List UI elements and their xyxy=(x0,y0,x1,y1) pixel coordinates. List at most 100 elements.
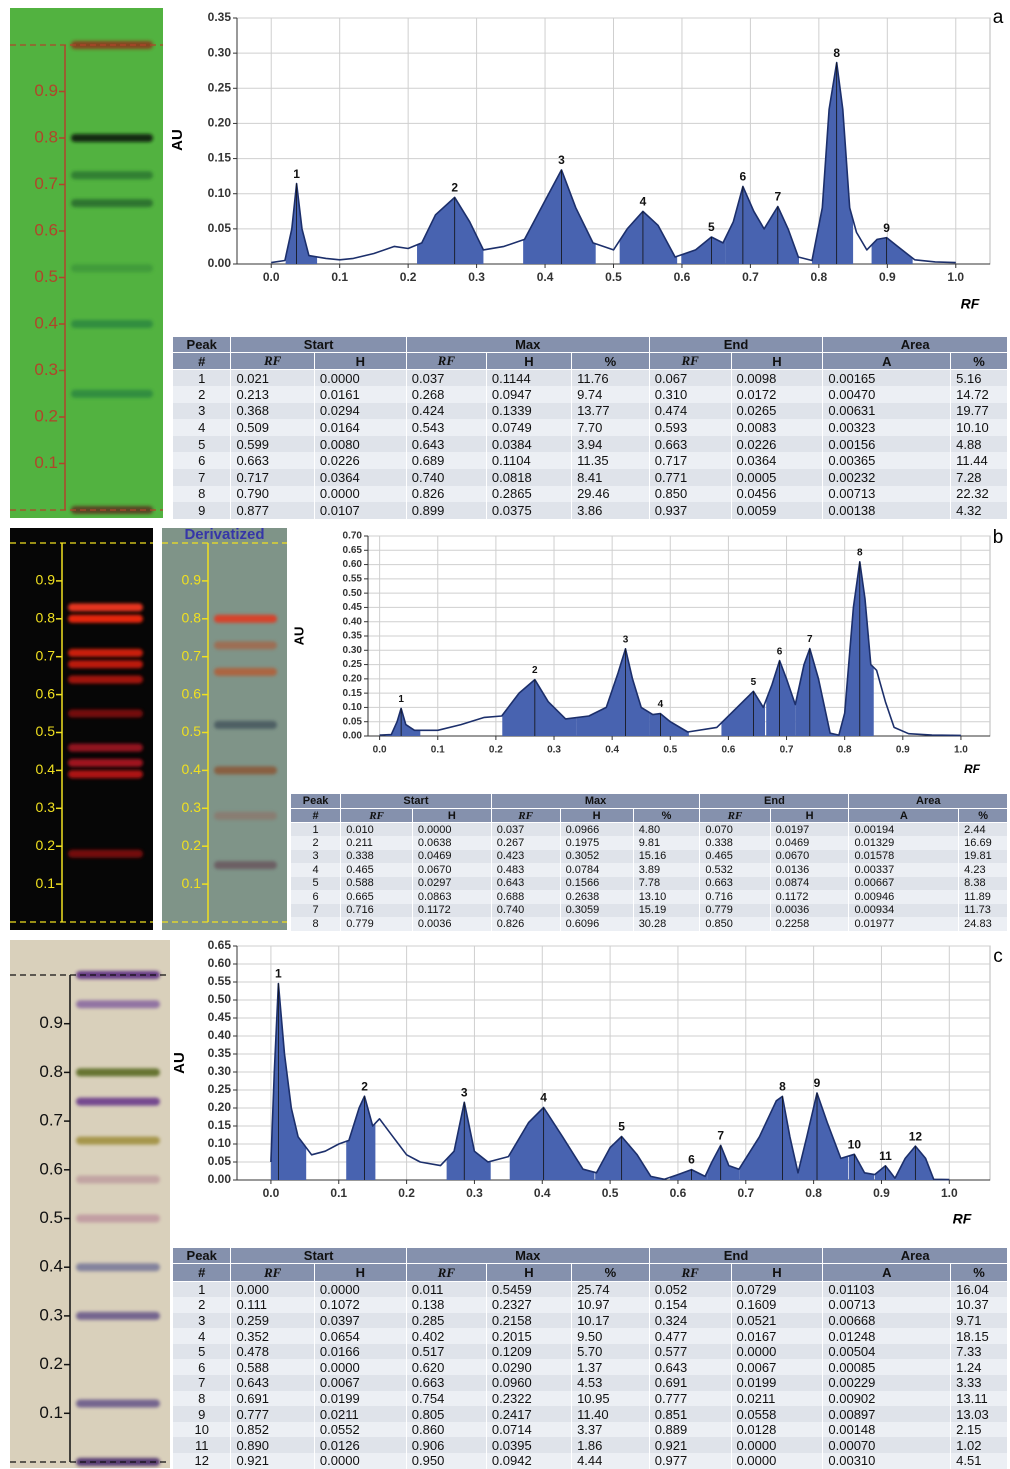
plate xyxy=(10,8,163,518)
table-cell: 0.826 xyxy=(491,917,560,931)
table-cell: 7.33 xyxy=(951,1344,1008,1360)
plate-tick-label: 0.5 xyxy=(182,723,202,739)
table-cell: 4 xyxy=(291,863,341,877)
table-cell: 22.32 xyxy=(951,486,1008,503)
table-cell: 0.532 xyxy=(700,863,770,877)
x-tick-label: 0.6 xyxy=(674,270,691,284)
group-header: Max xyxy=(406,337,649,353)
table-cell: 0.0654 xyxy=(314,1328,406,1344)
table-row: 10.0210.00000.0370.114411.760.0670.00980… xyxy=(173,370,1008,387)
table-cell: 0.1144 xyxy=(486,370,571,387)
peak-label: 7 xyxy=(807,634,813,645)
table-cell: 0.937 xyxy=(649,502,731,519)
table-cell: 0.1339 xyxy=(486,403,571,420)
y-tick-label: 0.65 xyxy=(343,545,363,556)
plate-tick-label: 0.2 xyxy=(182,837,202,853)
table-cell: 7 xyxy=(173,1375,231,1391)
plate-band xyxy=(71,134,153,142)
table-cell: 0.6096 xyxy=(560,917,633,931)
column-header: H xyxy=(314,353,406,370)
plate-label: Derivatized xyxy=(184,526,264,543)
table-cell: 0.643 xyxy=(491,877,560,891)
table-cell: 0.0000 xyxy=(314,1282,406,1298)
table-cell: 0.2258 xyxy=(770,917,849,931)
table-cell: 0.805 xyxy=(406,1406,486,1422)
y-tick-label: 0.55 xyxy=(208,974,232,988)
table-cell: 6 xyxy=(173,452,231,469)
header-cell: # xyxy=(173,1264,231,1282)
x-tick-label: 0.5 xyxy=(663,745,677,756)
plate-tick-label: 0.9 xyxy=(34,81,58,100)
table-cell: 0.663 xyxy=(700,877,770,891)
y-tick-label: 0.40 xyxy=(208,1028,232,1042)
table-row: 40.3520.06540.4020.20159.500.4770.01670.… xyxy=(173,1328,1008,1344)
plate-band xyxy=(214,615,277,623)
table-cell: 11.76 xyxy=(572,370,650,387)
figure: 0.10.20.30.40.50.60.70.80.90.10.20.30.40… xyxy=(0,0,1010,1469)
column-header: H xyxy=(486,353,571,370)
y-tick-label: 0.20 xyxy=(208,1100,232,1114)
group-header: End xyxy=(700,794,849,809)
table-cell: 0.00310 xyxy=(823,1453,951,1469)
table-row: 10.0100.00000.0370.09664.800.0700.01970.… xyxy=(291,823,1008,837)
y-tick-label: 0.00 xyxy=(343,731,363,742)
peak-label: 8 xyxy=(779,1080,786,1094)
table-cell: 0.0749 xyxy=(486,419,571,436)
table-cell: 5.70 xyxy=(572,1344,650,1360)
table-cell: 5 xyxy=(173,1344,231,1360)
table-cell: 0.0000 xyxy=(412,823,491,837)
table-cell: 7 xyxy=(173,469,231,486)
plate-tick-label: 0.8 xyxy=(34,127,58,146)
plate-tick-label: 0.3 xyxy=(39,1305,63,1324)
table-cell: 0.716 xyxy=(700,890,770,904)
table-cell: 0.1566 xyxy=(560,877,633,891)
table-cell: 0.00323 xyxy=(823,419,951,436)
table-cell: 0.0036 xyxy=(770,904,849,918)
table-cell: 0.851 xyxy=(649,1406,731,1422)
table-cell: 0.338 xyxy=(341,850,413,864)
table-cell: 15.16 xyxy=(633,850,700,864)
x-tick-label: 0.7 xyxy=(742,270,759,284)
plate-band xyxy=(214,766,277,774)
table-row: 30.3680.02940.4240.133913.770.4740.02650… xyxy=(173,403,1008,420)
table-cell: 0.0136 xyxy=(770,863,849,877)
table-cell: 0.067 xyxy=(649,370,731,387)
table-cell: 0.310 xyxy=(649,386,731,403)
x-tick-label: 0.5 xyxy=(605,270,622,284)
x-tick-label: 0.1 xyxy=(431,745,445,756)
table-cell: 0.663 xyxy=(231,452,314,469)
plate-band xyxy=(76,1312,160,1320)
plate-band xyxy=(76,1215,160,1223)
table-cell: 11 xyxy=(173,1437,231,1453)
table-cell: 8.41 xyxy=(572,469,650,486)
plate-tick-label: 0.8 xyxy=(182,610,202,626)
plate-tick-label: 0.2 xyxy=(34,406,58,425)
y-tick-label: 0.35 xyxy=(208,1046,232,1060)
peak-label: 3 xyxy=(461,1085,468,1099)
panel-label: a xyxy=(993,7,1004,28)
table-cell: 9.71 xyxy=(951,1313,1008,1329)
table-cell: 8.38 xyxy=(959,877,1008,891)
plate-tick-label: 0.5 xyxy=(39,1208,63,1227)
table-cell: 10.37 xyxy=(951,1297,1008,1313)
column-header: H xyxy=(314,1264,406,1282)
table-cell: 7.70 xyxy=(572,419,650,436)
group-header: Area xyxy=(849,794,1008,809)
x-tick-label: 0.9 xyxy=(873,1186,890,1200)
table-cell: 0.0226 xyxy=(731,436,823,453)
table-cell: 0.777 xyxy=(649,1391,731,1407)
table-cell: 0.0161 xyxy=(314,386,406,403)
column-header: % xyxy=(951,353,1008,370)
table-cell: 0.0290 xyxy=(486,1359,571,1375)
table-cell: 0.0521 xyxy=(731,1313,823,1329)
table-cell: 0.2327 xyxy=(486,1297,571,1313)
table-cell: 8 xyxy=(291,917,341,931)
plate-tick-label: 0.9 xyxy=(36,572,56,588)
group-header: Area xyxy=(823,337,1008,353)
table-cell: 2 xyxy=(173,1297,231,1313)
table-cell: 0.00504 xyxy=(823,1344,951,1360)
table-cell: 0.754 xyxy=(406,1391,486,1407)
peak-label: 2 xyxy=(361,1079,368,1093)
x-tick-label: 1.0 xyxy=(954,745,968,756)
